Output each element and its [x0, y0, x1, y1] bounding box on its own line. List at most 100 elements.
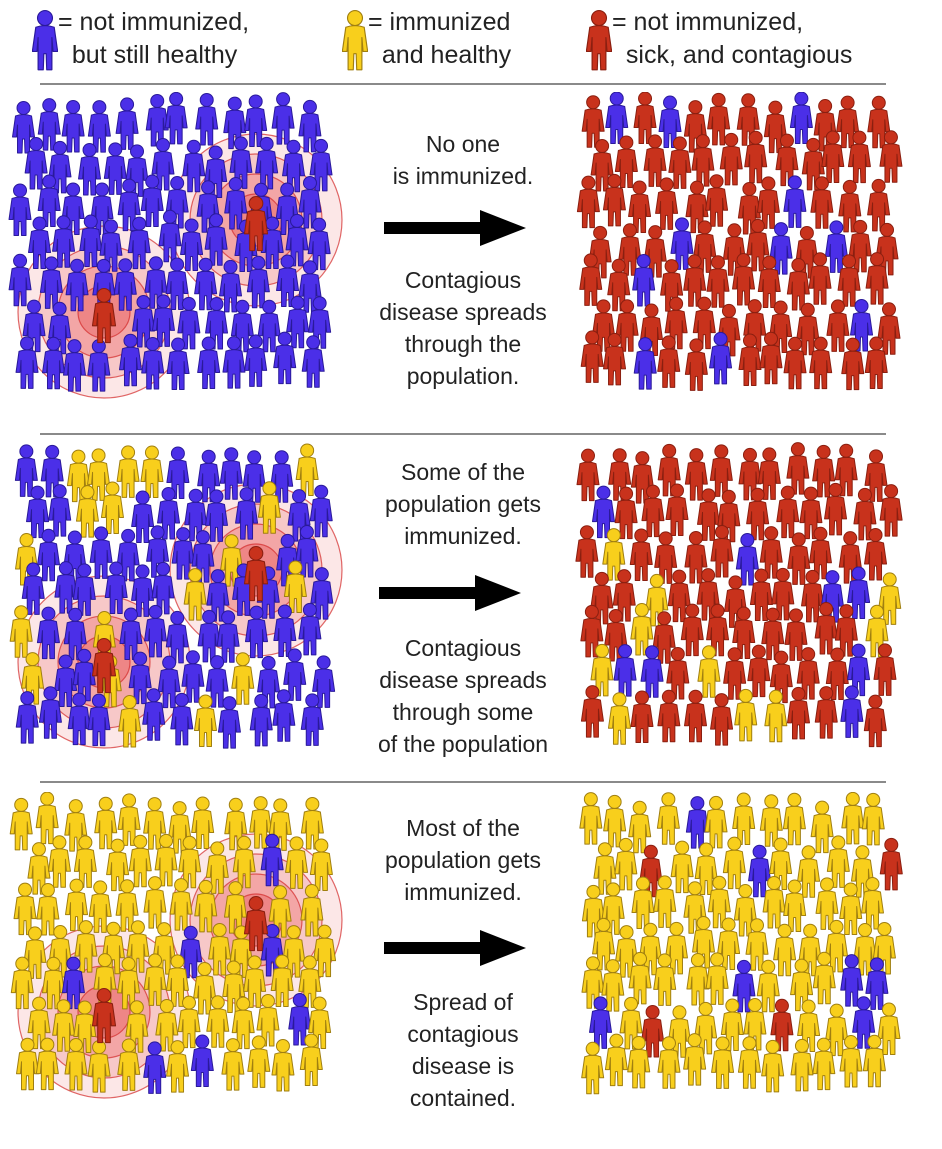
person-icon — [691, 134, 715, 187]
person-icon — [643, 134, 667, 187]
population-after-panel-1 — [576, 92, 903, 391]
person-icon — [32, 10, 58, 71]
person-icon — [864, 336, 888, 390]
person-icon — [165, 954, 189, 1007]
person-icon — [87, 1040, 111, 1093]
person-icon — [683, 254, 707, 307]
person-icon — [37, 528, 61, 582]
person-icon — [271, 92, 295, 145]
person-icon — [808, 252, 832, 305]
person-icon — [628, 951, 652, 1005]
person-icon — [863, 694, 887, 748]
person-icon-red — [586, 10, 612, 71]
person-icon — [603, 332, 627, 386]
person-icon — [171, 527, 195, 580]
legend-label: = immunized and healthy — [368, 8, 512, 69]
person-icon — [790, 1038, 814, 1092]
person-icon — [217, 696, 241, 749]
person-icon — [117, 1038, 141, 1091]
person-icon — [52, 999, 76, 1052]
person-icon — [224, 176, 248, 230]
person-icon — [576, 448, 600, 502]
person-icon — [131, 294, 155, 348]
person-icon — [300, 884, 324, 937]
person-icon — [87, 100, 111, 153]
person-icon — [840, 685, 864, 738]
person-icon — [143, 1041, 167, 1094]
person-icon — [276, 254, 300, 308]
person-icon — [36, 606, 60, 660]
person-icon — [301, 335, 325, 388]
person-icon — [784, 608, 808, 661]
person-icon — [756, 959, 780, 1013]
person-icon — [246, 255, 270, 309]
person-icon — [837, 254, 861, 307]
divider — [40, 83, 886, 85]
person-icon — [762, 875, 786, 929]
person-icon — [654, 531, 678, 584]
person-icon — [249, 693, 273, 747]
person-icon — [206, 995, 230, 1048]
person-icon — [738, 333, 762, 387]
person-icon — [670, 840, 694, 894]
person-icon — [631, 876, 655, 930]
divider — [40, 433, 886, 435]
divider — [40, 781, 886, 783]
person-icon — [271, 1038, 295, 1092]
person-icon — [155, 998, 179, 1052]
person-icon — [877, 1002, 901, 1056]
person-icon — [91, 988, 117, 1044]
person-icon — [787, 532, 811, 585]
person-icon — [140, 445, 164, 499]
person-icon — [35, 1037, 59, 1091]
person-icon — [61, 99, 85, 153]
person-icon — [670, 217, 694, 270]
person-icon — [164, 92, 188, 145]
person-icon — [166, 337, 190, 391]
person-icon — [157, 655, 181, 709]
person-icon — [255, 136, 279, 190]
person-icon — [684, 338, 708, 391]
person-icon — [707, 875, 731, 929]
person-icon — [300, 797, 324, 850]
person-icon — [283, 560, 307, 613]
person-icon — [643, 225, 667, 278]
person-icon — [862, 1034, 886, 1088]
person-icon — [776, 485, 800, 539]
person-icon — [684, 689, 708, 743]
person-icon — [140, 174, 164, 228]
person-icon — [841, 792, 865, 845]
person-icon — [38, 686, 62, 739]
person-icon — [732, 792, 756, 846]
person-icon — [39, 256, 63, 309]
person-icon — [193, 961, 217, 1015]
person-icon — [879, 130, 903, 183]
person-icon — [879, 837, 903, 891]
person-icon — [26, 485, 50, 539]
person-icon — [115, 879, 139, 932]
person-icon — [115, 97, 139, 150]
caption-top: Most of the population gets immunized. — [384, 815, 541, 905]
person-icon — [808, 526, 832, 580]
person-icon — [272, 689, 296, 742]
person-icon — [342, 10, 368, 71]
person-icon — [72, 648, 96, 702]
person-icon — [23, 926, 47, 979]
person-icon — [165, 257, 189, 310]
person-icon — [719, 132, 743, 186]
person-icon — [204, 489, 228, 542]
legend-sick-contagious: = not immunized, sick, and contagious — [586, 4, 916, 76]
legend-immunized-healthy: = immunized and healthy — [342, 4, 562, 76]
person-icon — [313, 924, 337, 978]
person-icon — [243, 546, 269, 602]
person-icon — [48, 484, 72, 537]
person-icon — [875, 222, 899, 276]
person-icon — [24, 136, 48, 190]
population-before-panel-2 — [9, 443, 343, 749]
person-icon — [285, 836, 309, 889]
person-icon — [89, 526, 113, 579]
person-icon — [16, 1037, 40, 1091]
person-icon — [257, 481, 281, 534]
person-icon — [8, 183, 32, 236]
person-icon — [299, 1033, 323, 1086]
